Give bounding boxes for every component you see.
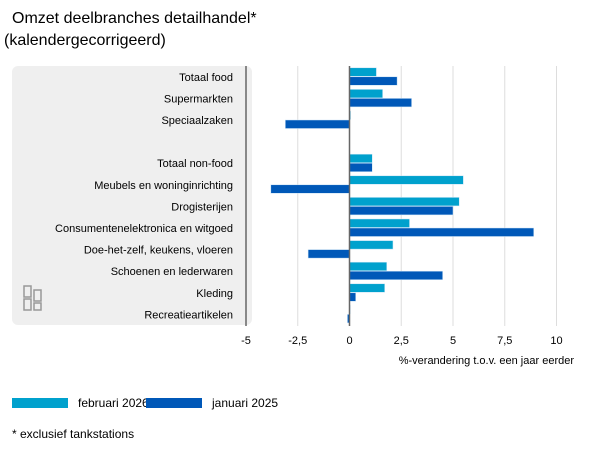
category-label: Kleding xyxy=(196,288,233,300)
category-label: Recreatieartikelen xyxy=(144,309,233,321)
bar xyxy=(349,206,454,216)
bar xyxy=(349,162,373,172)
x-tick-label: -5 xyxy=(241,335,251,347)
legend-swatch xyxy=(12,398,68,408)
title-line-2: (kalendergecorrigeerd) xyxy=(4,32,166,49)
bar xyxy=(349,270,443,280)
legend-label: januari 2025 xyxy=(212,396,279,410)
bar xyxy=(349,67,377,77)
x-tick-label: 10 xyxy=(550,335,562,347)
bar xyxy=(307,249,350,259)
bar-chart: -5 -2,5 0 2,5 5 7,5 10 Totaal food Supermarkten S… xyxy=(23,66,575,367)
bar xyxy=(349,98,412,108)
x-tick-label: 2,5 xyxy=(394,335,409,347)
x-tick-label: 7,5 xyxy=(497,335,512,347)
x-tick-label: -2,5 xyxy=(288,335,307,347)
bar xyxy=(349,240,394,250)
chart-title: Omzet deelbranches detailhandel* (kalend… xyxy=(4,8,257,52)
bar xyxy=(349,283,385,293)
bar xyxy=(349,218,410,228)
bar xyxy=(349,292,356,302)
bar xyxy=(349,227,534,237)
category-label: Supermarkten xyxy=(164,93,233,105)
bar xyxy=(285,119,350,129)
category-label: Drogisterijen xyxy=(171,201,233,213)
category-panel xyxy=(12,66,252,325)
legend-swatch xyxy=(146,398,202,408)
category-label: Totaal non-food xyxy=(157,158,233,170)
bar xyxy=(349,76,398,86)
x-axis-label: %-verandering t.o.v. een jaar eerder xyxy=(399,355,575,367)
bar xyxy=(349,197,460,207)
category-label: Speciaalzaken xyxy=(161,115,233,127)
x-tick-label: 5 xyxy=(450,335,456,347)
x-tick-label: 0 xyxy=(346,335,352,347)
legend-item-februari-2026: februari 2026 xyxy=(12,396,149,410)
category-label: Consumentenelektronica en witgoed xyxy=(55,223,233,235)
footnote: * exclusief tankstations xyxy=(12,427,135,441)
bar xyxy=(349,89,383,99)
bar xyxy=(349,153,373,163)
category-label: Meubels en woninginrichting xyxy=(94,180,233,192)
category-label: Totaal food xyxy=(179,72,233,84)
bar xyxy=(349,175,464,185)
title-line-1: Omzet deelbranches detailhandel* xyxy=(12,10,257,27)
cbs-logo xyxy=(23,285,42,311)
legend-label: februari 2026 xyxy=(78,396,149,410)
legend-item-januari-2025: januari 2025 xyxy=(146,396,278,410)
category-label: Schoenen en lederwaren xyxy=(111,266,233,278)
category-label: Doe-het-zelf, keukens, vloeren xyxy=(84,245,233,257)
bar xyxy=(349,261,388,271)
bar xyxy=(270,184,350,194)
